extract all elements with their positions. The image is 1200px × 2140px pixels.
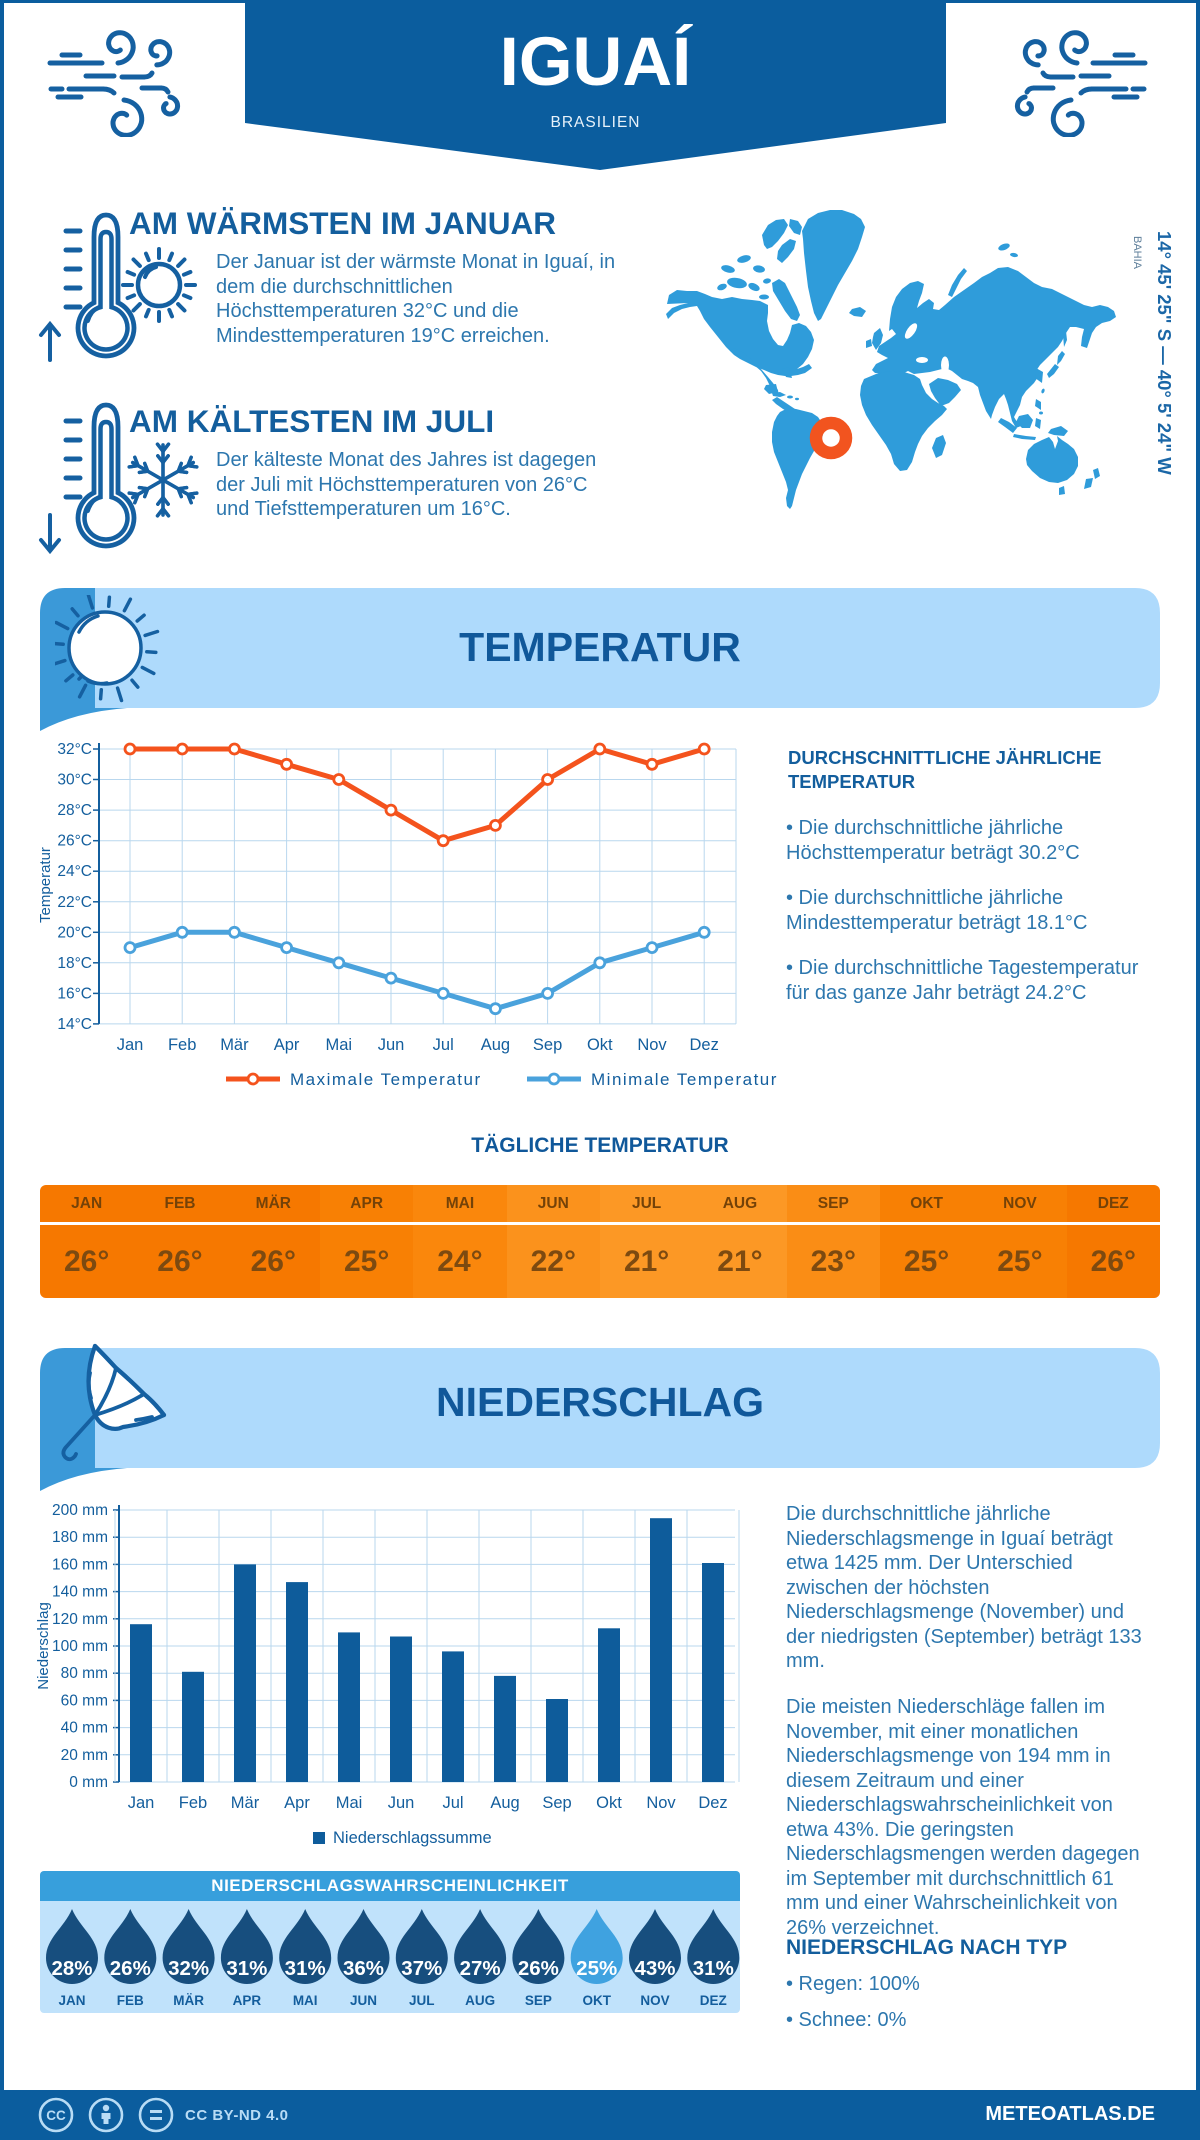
svg-text:Jul: Jul [433,1036,454,1054]
svg-text:DEZ: DEZ [700,1993,727,2008]
svg-text:JAN: JAN [58,1993,85,2008]
svg-text:26%: 26% [518,1957,559,1980]
svg-text:APR: APR [233,1993,262,2008]
svg-text:60 mm: 60 mm [61,1692,108,1709]
svg-text:Mär: Mär [220,1036,249,1054]
svg-text:27%: 27% [460,1957,501,1980]
svg-text:Jul: Jul [442,1794,463,1812]
svg-text:16°C: 16°C [57,985,92,1002]
svg-text:Apr: Apr [284,1794,310,1812]
svg-text:Niederschlagssumme: Niederschlagssumme [333,1829,492,1847]
svg-text:200 mm: 200 mm [52,1502,108,1519]
svg-text:24°C: 24°C [57,863,92,880]
svg-text:80 mm: 80 mm [61,1665,108,1682]
svg-text:CC: CC [46,2108,66,2123]
svg-text:20°C: 20°C [57,924,92,941]
svg-text:18°C: 18°C [57,955,92,972]
svg-text:Okt: Okt [587,1036,613,1054]
svg-text:25%: 25% [576,1957,617,1980]
svg-text:40 mm: 40 mm [61,1720,108,1737]
svg-text:Jun: Jun [388,1794,415,1812]
svg-text:32%: 32% [168,1957,209,1980]
svg-text:JUN: JUN [350,1993,377,2008]
svg-text:14°C: 14°C [57,1016,92,1033]
svg-text:Niederschlag: Niederschlag [35,1602,52,1690]
svg-text:37%: 37% [401,1957,442,1980]
svg-text:0 mm: 0 mm [69,1774,108,1791]
svg-text:26°C: 26°C [57,833,92,850]
svg-text:43%: 43% [634,1957,675,1980]
svg-text:28%: 28% [51,1957,92,1980]
svg-text:MÄR: MÄR [173,1993,204,2008]
svg-text:20 mm: 20 mm [61,1747,108,1764]
svg-text:Okt: Okt [596,1794,622,1812]
svg-text:Dez: Dez [698,1794,727,1812]
svg-text:NOV: NOV [640,1993,669,2008]
svg-text:Feb: Feb [168,1036,196,1054]
svg-text:SEP: SEP [525,1993,552,2008]
svg-text:Minimale Temperatur: Minimale Temperatur [591,1070,778,1089]
svg-text:Aug: Aug [481,1036,510,1054]
svg-text:Nov: Nov [646,1794,676,1812]
svg-text:Nov: Nov [637,1036,667,1054]
svg-text:140 mm: 140 mm [52,1584,108,1601]
svg-text:31%: 31% [693,1957,734,1980]
svg-text:32°C: 32°C [57,741,92,758]
svg-text:120 mm: 120 mm [52,1611,108,1628]
svg-text:JUL: JUL [409,1993,435,2008]
svg-text:160 mm: 160 mm [52,1556,108,1573]
svg-text:Jan: Jan [117,1036,144,1054]
svg-text:FEB: FEB [117,1993,144,2008]
svg-text:Temperatur: Temperatur [37,847,54,923]
svg-text:OKT: OKT [582,1993,611,2008]
svg-text:Jun: Jun [378,1036,405,1054]
svg-text:30°C: 30°C [57,772,92,789]
svg-text:28°C: 28°C [57,802,92,819]
svg-text:100 mm: 100 mm [52,1638,108,1655]
svg-text:Jan: Jan [128,1794,155,1812]
svg-text:Aug: Aug [490,1794,519,1812]
svg-text:Sep: Sep [533,1036,562,1054]
svg-text:Dez: Dez [690,1036,719,1054]
svg-text:31%: 31% [285,1957,326,1980]
svg-text:Apr: Apr [274,1036,300,1054]
svg-text:Feb: Feb [179,1794,207,1812]
svg-text:Mär: Mär [231,1794,260,1812]
svg-text:22°C: 22°C [57,894,92,911]
svg-text:MAI: MAI [293,1993,318,2008]
svg-text:36%: 36% [343,1957,384,1980]
svg-text:180 mm: 180 mm [52,1529,108,1546]
svg-text:31%: 31% [226,1957,267,1980]
svg-text:26%: 26% [110,1957,151,1980]
svg-text:Mai: Mai [326,1036,353,1054]
svg-text:AUG: AUG [465,1993,495,2008]
svg-text:Mai: Mai [336,1794,363,1812]
svg-text:Maximale Temperatur: Maximale Temperatur [290,1070,482,1089]
svg-text:Sep: Sep [542,1794,571,1812]
